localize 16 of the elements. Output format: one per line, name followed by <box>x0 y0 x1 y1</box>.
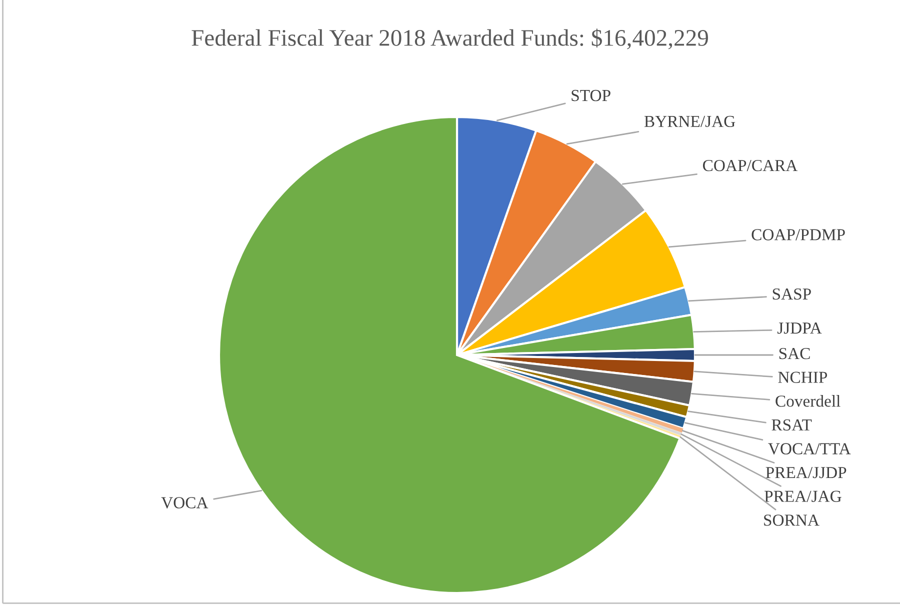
slice-label: PREA/JJDP <box>766 467 846 478</box>
slice-label: JJDPA <box>777 322 822 334</box>
slice-label: VOCA/TTA <box>768 443 851 454</box>
slice-label: BYRNE/JAG <box>644 116 736 128</box>
chart-title: Federal Fiscal Year 2018 Awarded Funds: $16,402,229 <box>192 28 708 50</box>
slice-label: RSAT <box>772 419 812 431</box>
slice-label: Coverdell <box>776 395 840 407</box>
slice-label: PREA/JAG <box>764 490 842 502</box>
slice-label: COAP/PDMP <box>752 229 845 240</box>
slice-label: VOCA <box>161 497 208 508</box>
slice-label: COAP/CARA <box>702 160 798 172</box>
slice-label: SASP <box>772 288 811 300</box>
slice-label: NCHIP <box>778 372 828 383</box>
slice-label: SORNA <box>764 514 820 526</box>
slice-label: STOP <box>572 90 610 102</box>
slice-label: SAC <box>779 348 810 360</box>
